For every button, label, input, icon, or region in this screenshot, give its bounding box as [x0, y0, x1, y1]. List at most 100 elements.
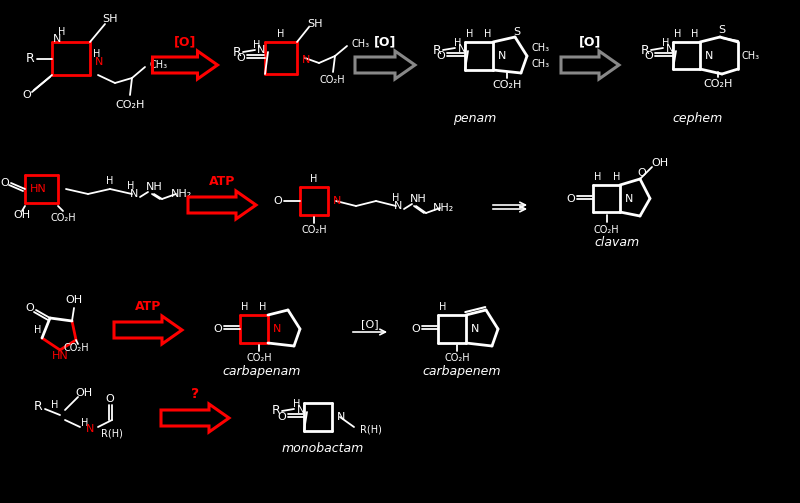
Text: S: S	[514, 27, 521, 37]
Text: OH: OH	[14, 210, 30, 220]
Text: N: N	[130, 189, 138, 199]
Text: ?: ?	[191, 387, 199, 401]
Text: R: R	[233, 45, 242, 58]
Text: N: N	[625, 194, 634, 204]
Text: N: N	[297, 405, 305, 415]
Text: R: R	[34, 400, 42, 413]
Text: O: O	[274, 196, 282, 206]
Text: H: H	[294, 399, 301, 409]
Text: N: N	[273, 324, 282, 334]
Text: CO₂H: CO₂H	[492, 80, 522, 90]
Text: CO₂H: CO₂H	[594, 225, 619, 235]
Text: CO₂H: CO₂H	[50, 213, 76, 223]
Text: N: N	[257, 45, 265, 55]
Text: S: S	[718, 25, 726, 35]
Text: N: N	[458, 44, 466, 54]
Text: H: H	[93, 48, 100, 58]
Text: H: H	[254, 40, 261, 50]
Text: CH₃: CH₃	[742, 50, 760, 60]
Text: [O]: [O]	[361, 319, 379, 329]
Text: N: N	[86, 424, 94, 434]
Text: H: H	[51, 400, 58, 410]
Text: N: N	[95, 56, 103, 66]
Text: NH₂: NH₂	[170, 189, 192, 199]
Text: H: H	[310, 174, 318, 184]
Text: O: O	[214, 324, 222, 334]
Text: R(H): R(H)	[360, 424, 382, 434]
Text: H: H	[106, 176, 114, 186]
Text: N: N	[302, 55, 310, 65]
Text: monobactam: monobactam	[282, 443, 364, 456]
Text: R: R	[272, 404, 280, 417]
Text: CH₃: CH₃	[352, 39, 370, 49]
Text: R: R	[433, 43, 442, 56]
Text: H: H	[34, 325, 42, 335]
Text: O: O	[26, 303, 34, 313]
Text: penam: penam	[454, 112, 497, 125]
Text: N: N	[394, 201, 402, 211]
Text: OH: OH	[75, 388, 93, 398]
Text: CO₂H: CO₂H	[246, 353, 272, 363]
Text: OH: OH	[651, 158, 669, 168]
Text: CO₂H: CO₂H	[444, 353, 470, 363]
Text: carbapenam: carbapenam	[223, 365, 301, 377]
Text: CH₃: CH₃	[150, 60, 168, 70]
Text: [O]: [O]	[579, 35, 601, 48]
Text: CO₂H: CO₂H	[319, 75, 345, 85]
Text: H: H	[242, 302, 249, 312]
Text: H: H	[58, 27, 66, 37]
Text: clavam: clavam	[594, 235, 639, 248]
Text: N: N	[337, 412, 346, 422]
Text: O: O	[278, 412, 286, 422]
Text: R: R	[641, 43, 650, 56]
Text: CH₃: CH₃	[531, 43, 549, 53]
Text: H: H	[259, 302, 266, 312]
Text: O: O	[645, 50, 654, 60]
Text: HN: HN	[52, 351, 68, 361]
Text: N: N	[666, 44, 674, 54]
Text: NH₂: NH₂	[434, 203, 454, 213]
Text: [O]: [O]	[174, 35, 196, 48]
Text: H: H	[594, 172, 602, 182]
Text: O: O	[106, 394, 114, 404]
Text: SH: SH	[307, 19, 322, 29]
Text: CO₂H: CO₂H	[115, 100, 145, 110]
Text: N: N	[498, 51, 506, 61]
Text: O: O	[638, 168, 646, 178]
Text: R: R	[26, 52, 34, 65]
Text: carbapenem: carbapenem	[422, 365, 502, 377]
Text: H: H	[278, 29, 285, 39]
Text: N: N	[333, 196, 342, 206]
Text: O: O	[1, 178, 10, 188]
Text: H: H	[662, 38, 670, 48]
Text: N: N	[705, 50, 714, 60]
Text: H: H	[439, 302, 446, 312]
Text: N: N	[53, 34, 61, 44]
Text: O: O	[22, 90, 31, 100]
Text: H: H	[484, 29, 492, 39]
Text: H: H	[454, 38, 462, 48]
Text: CO₂H: CO₂H	[63, 343, 89, 353]
Text: H: H	[466, 29, 474, 39]
Text: ATP: ATP	[135, 300, 161, 313]
Text: O: O	[412, 324, 420, 334]
Text: OH: OH	[66, 295, 82, 305]
Text: cephem: cephem	[673, 112, 723, 125]
Text: CH₃: CH₃	[531, 59, 549, 69]
Text: R(H): R(H)	[101, 429, 123, 439]
Text: NH: NH	[146, 182, 162, 192]
Text: O: O	[437, 51, 446, 61]
Text: CO₂H: CO₂H	[703, 79, 733, 89]
Text: HN: HN	[30, 184, 46, 194]
Text: H: H	[82, 418, 89, 428]
Text: SH: SH	[102, 14, 118, 24]
Text: CO₂H: CO₂H	[301, 225, 327, 235]
Text: N: N	[471, 324, 479, 334]
Text: H: H	[674, 29, 682, 39]
Text: NH: NH	[410, 194, 426, 204]
Text: H: H	[392, 193, 400, 203]
Text: H: H	[691, 29, 698, 39]
Text: [O]: [O]	[374, 35, 396, 48]
Text: ATP: ATP	[209, 175, 235, 188]
Text: O: O	[237, 53, 246, 63]
